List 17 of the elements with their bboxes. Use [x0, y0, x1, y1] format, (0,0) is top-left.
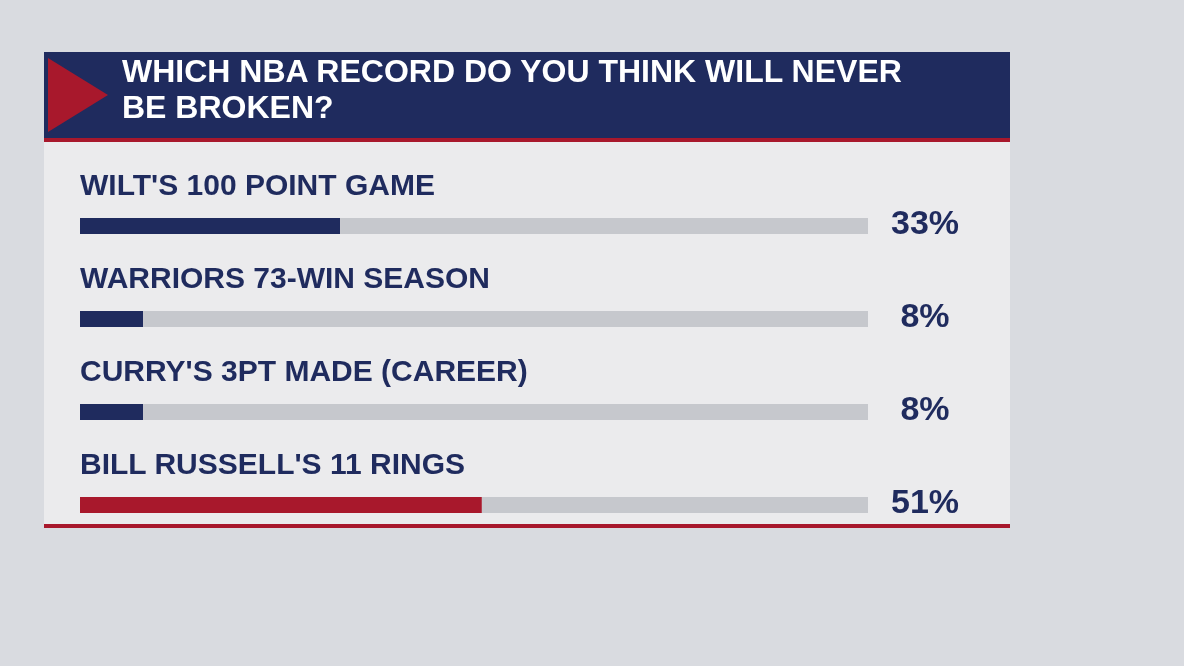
data-label: 51%	[890, 482, 960, 520]
bar	[143, 311, 868, 327]
bar	[340, 218, 868, 234]
bar	[481, 497, 868, 513]
y-tick-label: WILT'S 100 POINT GAME	[80, 168, 435, 201]
bar	[80, 497, 482, 513]
bar	[80, 311, 144, 327]
y-tick-label: CURRY'S 3PT MADE (CAREER)	[80, 354, 528, 387]
data-label: 8%	[900, 296, 950, 334]
y-tick-label: WARRIORS 73-WIN SEASON	[80, 261, 491, 294]
y-tick-label: BILL RUSSELL'S 11 RINGS	[80, 447, 465, 480]
chart-title: WHICH NBA RECORD DO YOU THINK WILL NEVER BE BROKEN?	[122, 53, 902, 125]
bar	[80, 218, 341, 234]
bar	[143, 404, 868, 420]
data-label: 33%	[890, 203, 960, 241]
data-label: 8%	[900, 389, 950, 427]
bar	[80, 404, 144, 420]
